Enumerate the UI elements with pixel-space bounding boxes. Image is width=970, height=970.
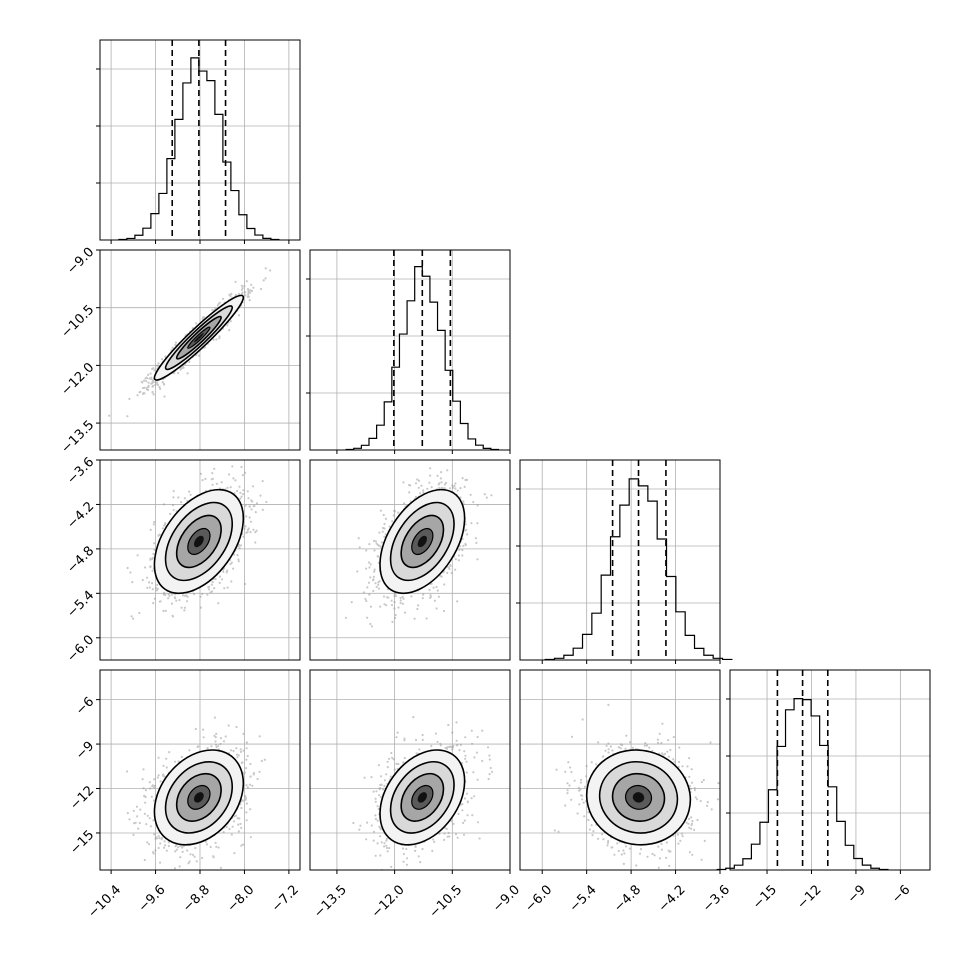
density-peak <box>632 792 645 803</box>
y-tick-label: −4.8 <box>64 544 97 577</box>
x-tick-label: −4.2 <box>656 882 689 915</box>
y-tick-label: −6 <box>73 694 97 718</box>
panel-frame <box>309 669 511 871</box>
y-tick-label: −10.5 <box>59 302 98 341</box>
x-tick-label: −6 <box>889 882 913 906</box>
x-tick-label: −8.8 <box>180 882 213 915</box>
y-tick-label: −13.5 <box>59 418 98 457</box>
panel-frame <box>519 459 721 661</box>
y-tick-label: −4.2 <box>64 499 97 532</box>
x-tick-label: −4.8 <box>611 882 644 915</box>
y-tick-label: −5.4 <box>64 588 97 621</box>
x-tick-label: −9.6 <box>136 882 169 915</box>
y-tick-label: −6.0 <box>64 632 97 665</box>
x-tick-label: −15 <box>750 882 780 912</box>
x-tick-label: −12.0 <box>369 882 408 921</box>
hist-panel-3 <box>716 669 931 871</box>
x-tick-label: −10.4 <box>85 882 124 921</box>
scatter-panel-3-2 <box>519 669 721 871</box>
x-tick-label: −6.0 <box>522 882 555 915</box>
density-peak <box>417 535 427 548</box>
x-tick-label: −8.0 <box>225 882 258 915</box>
panel-frame <box>99 459 301 661</box>
panel-frame <box>99 249 301 451</box>
x-tick-label: −7.2 <box>269 882 302 915</box>
panel-frame <box>519 669 721 871</box>
y-tick-label: −9 <box>73 739 97 763</box>
panel-frame <box>729 669 931 871</box>
histogram-step <box>716 698 889 871</box>
hist-panel-1 <box>306 249 511 451</box>
scatter-panel-1-0: −9.0 −10.5 −12.0 −13.5 <box>59 245 301 457</box>
y-tick-label: −12 <box>67 783 97 813</box>
density-peak <box>193 535 204 548</box>
scatter-panel-2-0: −3.6 −4.2 −4.8 −5.4 −6.0 <box>64 455 301 665</box>
y-tick-label: −15 <box>67 828 97 858</box>
y-tick-label: −9.0 <box>64 245 97 278</box>
y-tick-label: −3.6 <box>64 455 97 488</box>
x-tick-label: −10.5 <box>427 882 466 921</box>
x-tick-label: −12 <box>795 882 825 912</box>
density-peak <box>194 792 204 803</box>
scatter-panel-3-1 <box>309 669 511 871</box>
hist-panel-0 <box>96 39 301 241</box>
density-peak <box>417 792 427 803</box>
scatter-panel-2-1 <box>309 459 511 661</box>
x-tick-label: −9.0 <box>490 882 523 915</box>
density-peak <box>194 333 204 343</box>
x-tick-label: −3.6 <box>700 882 733 915</box>
x-tick-label: −5.4 <box>567 882 600 915</box>
panel-frame <box>309 249 511 451</box>
scatter-panel-3-0: −6 −9 −12 −15 <box>67 669 301 871</box>
x-tick-label: −9 <box>845 882 869 906</box>
hist-panel-2 <box>516 459 733 661</box>
x-tick-label: −13.5 <box>311 882 350 921</box>
x-axis-3: −15 −12 −9 −6 <box>750 870 913 912</box>
y-tick-label: −12.0 <box>59 360 98 399</box>
panel-frame <box>309 459 511 661</box>
